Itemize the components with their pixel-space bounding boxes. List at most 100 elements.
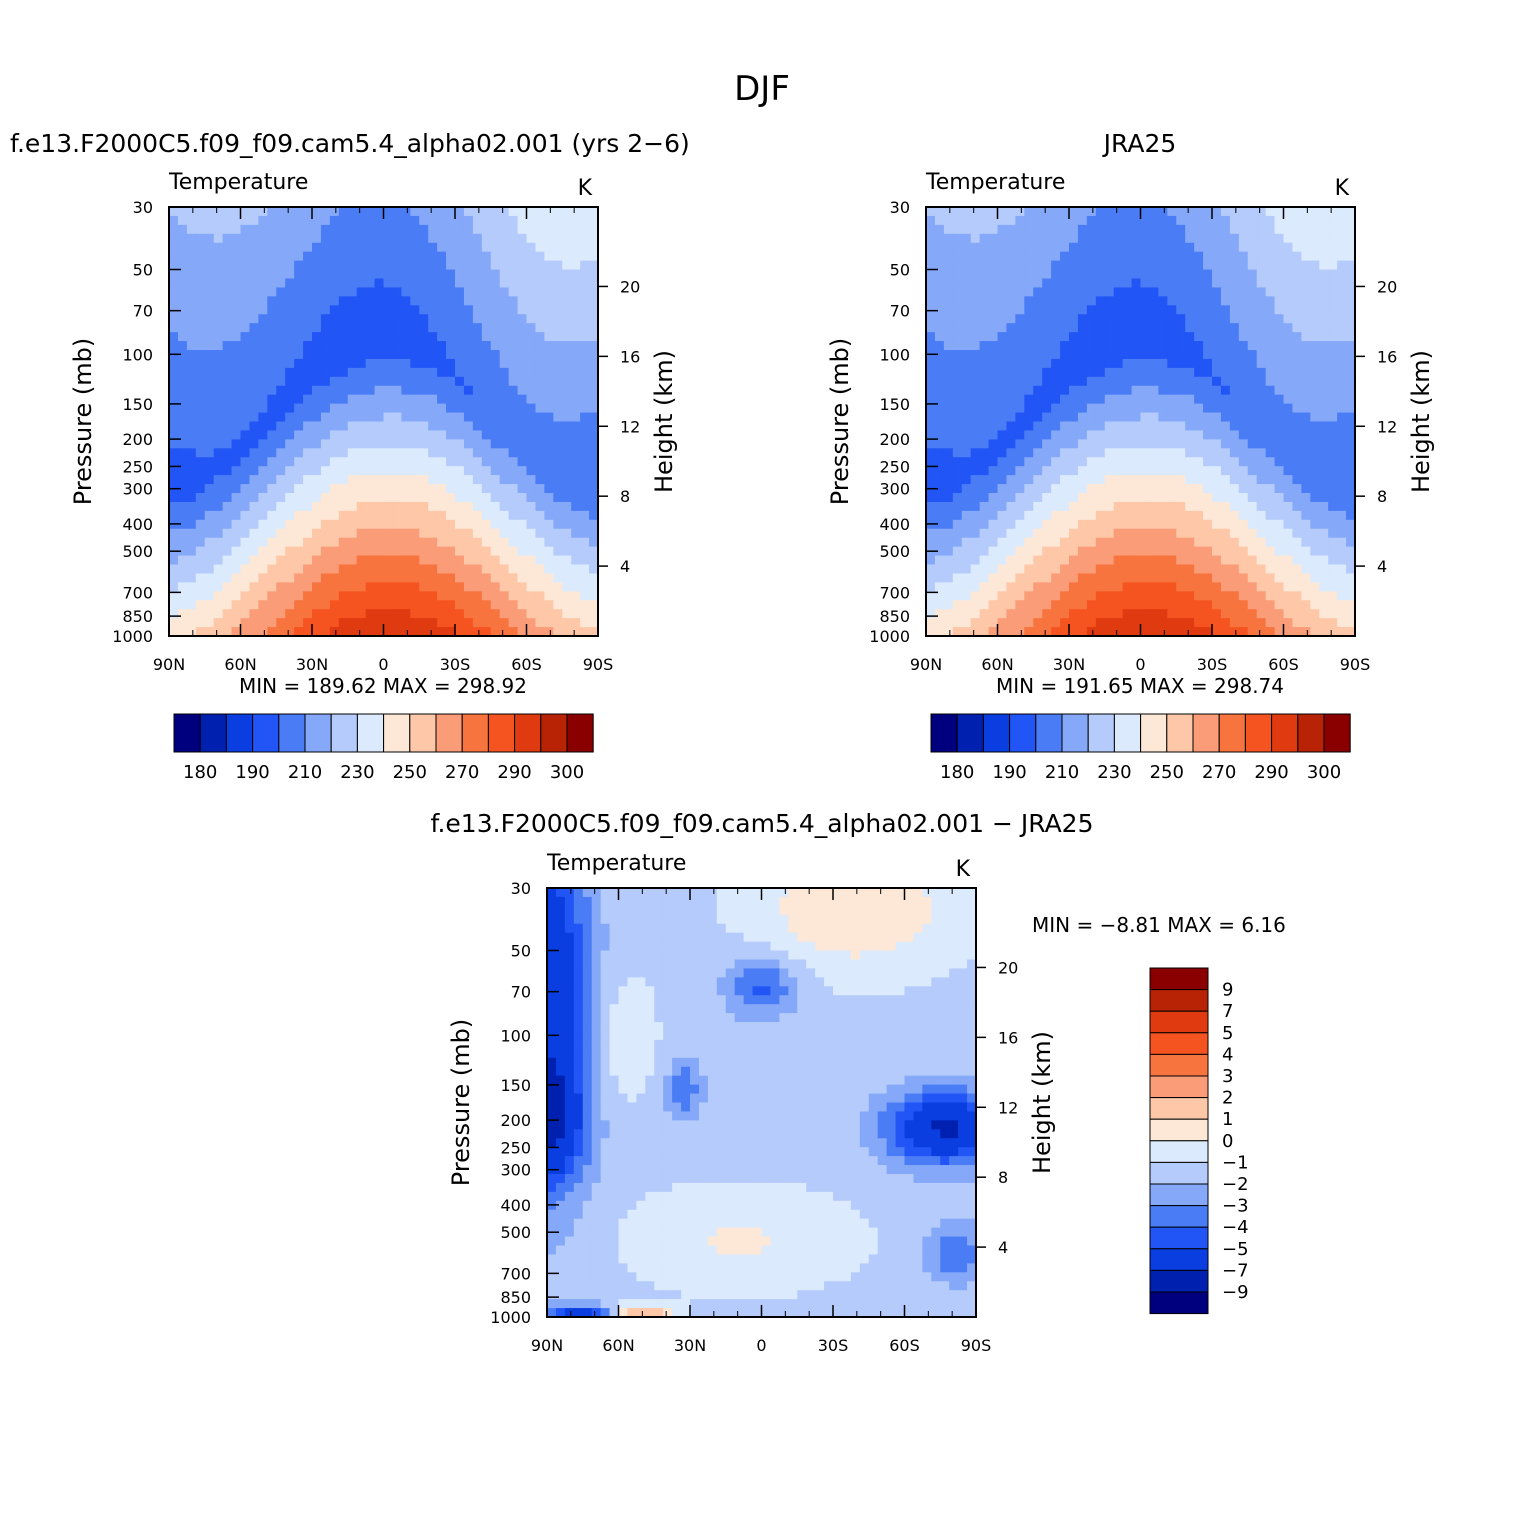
contour-cell xyxy=(997,609,1008,619)
contour-cell xyxy=(231,555,242,566)
contour-cell xyxy=(294,412,304,423)
contour-cell xyxy=(1069,475,1079,485)
contour-cell xyxy=(589,296,599,306)
contour-cell xyxy=(1140,475,1151,485)
contour-cell xyxy=(1212,323,1222,333)
contour-cell xyxy=(490,412,501,423)
contour-cell xyxy=(446,537,456,548)
contour-cell xyxy=(1346,493,1356,503)
contour-cell xyxy=(249,341,259,351)
contour-cell xyxy=(401,341,411,351)
contour-cell xyxy=(1238,564,1249,575)
contour-cell xyxy=(285,412,295,423)
contour-cell xyxy=(303,233,313,244)
contour-cell xyxy=(1095,350,1106,360)
contour-cell xyxy=(1060,600,1070,610)
contour-cell xyxy=(1328,341,1338,351)
contour-cell xyxy=(365,430,376,440)
contour-cell xyxy=(1060,287,1070,297)
contour-cell xyxy=(177,350,188,360)
contour-cell xyxy=(455,609,465,619)
contour-cell xyxy=(267,618,277,628)
contour-cell xyxy=(213,448,224,458)
contour-cell xyxy=(276,528,286,539)
contour-cell xyxy=(1185,528,1195,539)
contour-cell xyxy=(553,528,563,539)
contour-cell xyxy=(303,287,313,297)
contour-cell xyxy=(303,546,313,557)
contour-cell xyxy=(508,466,519,476)
contour-cell xyxy=(1122,358,1133,369)
contour-cell xyxy=(1113,323,1124,333)
contour-cell xyxy=(1301,350,1311,360)
contour-cell xyxy=(1158,546,1168,557)
contour-cell xyxy=(1265,484,1276,494)
contour-cell xyxy=(743,905,754,916)
contour-cell xyxy=(1131,207,1142,217)
contour-cell xyxy=(1140,510,1151,521)
contour-cell xyxy=(1256,573,1267,583)
contour-cell xyxy=(1310,403,1320,414)
contour-cell xyxy=(499,484,510,494)
contour-cell xyxy=(1140,314,1151,324)
contour-cell xyxy=(463,421,474,432)
contour-cell xyxy=(1077,457,1088,467)
contour-cell xyxy=(1069,233,1079,244)
contour-cell xyxy=(267,510,277,521)
contour-cell xyxy=(1319,367,1329,378)
contour-cell xyxy=(446,207,456,217)
contour-cell xyxy=(231,215,242,226)
contour-cell xyxy=(1203,314,1213,324)
contour-cell xyxy=(535,207,545,217)
contour-cell xyxy=(943,376,954,387)
panel-diff: f.e13.F2000C5.f09_f09.cam5.4_alpha02.001… xyxy=(431,809,1286,1355)
contour-cell xyxy=(240,367,251,378)
contour-cell xyxy=(1149,600,1159,610)
contour-cell xyxy=(231,207,242,217)
contour-cell xyxy=(1086,296,1097,306)
contour-cell xyxy=(580,609,590,619)
contour-cell xyxy=(943,600,954,610)
contour-cell xyxy=(926,528,936,539)
contour-cell xyxy=(1051,224,1061,235)
contour-cell xyxy=(1283,618,1294,628)
contour-cell xyxy=(294,314,304,324)
contour-cell xyxy=(1095,332,1106,342)
contour-cell xyxy=(1051,350,1061,360)
contour-cell xyxy=(419,233,429,244)
contour-cell xyxy=(177,528,188,539)
contour-cell xyxy=(544,242,554,253)
contour-cell xyxy=(419,573,429,583)
contour-cell xyxy=(463,233,474,244)
contour-cell xyxy=(1265,564,1276,575)
contour-cell xyxy=(535,627,545,637)
panel-model: f.e13.F2000C5.f09_f09.cam5.4_alpha02.001… xyxy=(10,129,690,783)
contour-cell xyxy=(481,519,492,530)
contour-cell xyxy=(1185,394,1195,405)
contour-cell xyxy=(249,582,259,592)
contour-cell xyxy=(1212,546,1222,557)
contour-cell xyxy=(1319,278,1329,289)
contour-cell xyxy=(1256,376,1267,387)
contour-cell xyxy=(988,591,999,601)
contour-cell xyxy=(1247,323,1258,333)
contour-cell xyxy=(988,251,999,262)
contour-cell xyxy=(934,287,945,297)
contour-cell xyxy=(1122,207,1133,217)
contour-cell xyxy=(1220,242,1231,253)
contour-cell xyxy=(1337,609,1347,619)
contour-cell xyxy=(1328,376,1338,387)
contour-cell xyxy=(1301,287,1311,297)
contour-cell xyxy=(970,457,981,467)
y-axis-label: Pressure (mb) xyxy=(69,338,97,505)
contour-cell xyxy=(419,242,429,253)
contour-cell xyxy=(1086,251,1097,262)
contour-cell xyxy=(1077,564,1088,575)
contour-cell xyxy=(356,242,367,253)
contour-cell xyxy=(294,493,304,503)
contour-cell xyxy=(329,341,340,351)
contour-cell xyxy=(1185,332,1195,342)
contour-cell xyxy=(1051,296,1061,306)
contour-cell xyxy=(1256,394,1267,405)
contour-cell xyxy=(213,305,224,315)
